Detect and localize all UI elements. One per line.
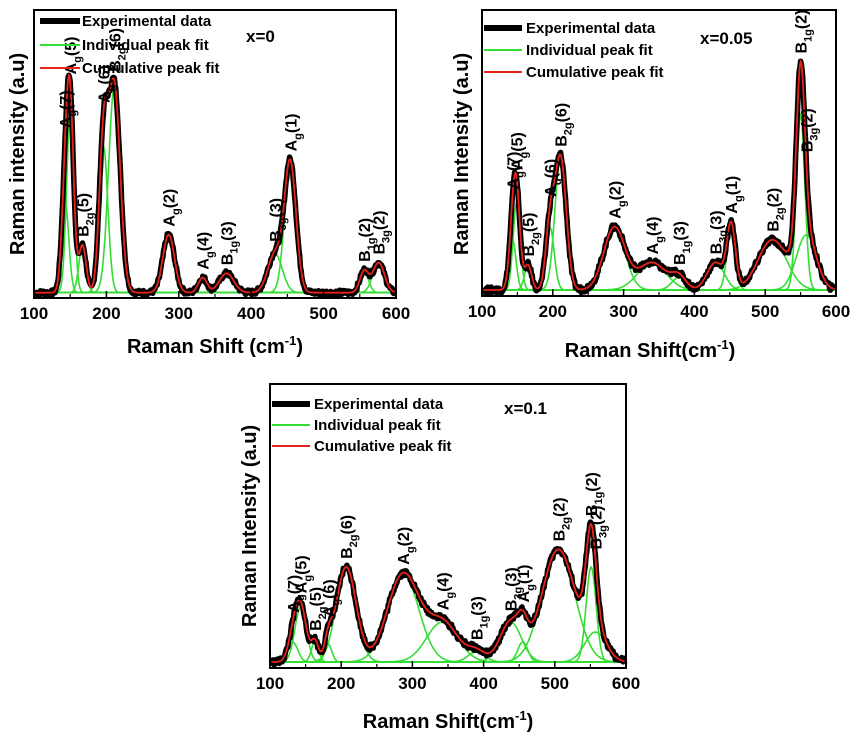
mode-label-8: B3g(3): [709, 210, 730, 254]
x-axis-title: Raman Shift(cm-1): [363, 708, 533, 733]
x-axis-title: Raman Shift(cm-1): [565, 337, 735, 362]
x-tick-label: 400: [680, 302, 708, 321]
mode-label-3: Ag(6): [321, 579, 342, 617]
mode-label-4: B2g(6): [554, 103, 575, 147]
cumulative-peak-fit-line: [483, 58, 835, 291]
x-tick-label: 200: [327, 674, 355, 693]
x-tick-label: 500: [751, 302, 779, 321]
mode-label-9: Ag(1): [516, 565, 537, 603]
mode-label-3: Ag(6): [97, 65, 118, 103]
legend-label-experimental: Experimental data: [526, 20, 656, 37]
x-tick-label: 400: [469, 674, 497, 693]
mode-label-11: B1g(2): [794, 10, 815, 54]
cumulative-peak-fit-line: [271, 522, 625, 663]
mode-label-5: Ag(2): [162, 189, 183, 227]
mode-label-6: Ag(4): [196, 232, 217, 270]
mode-label-2: B2g(5): [76, 193, 97, 237]
y-axis-title: Raman Intensity (a.u): [239, 425, 261, 627]
individual-peak-fit-12: [271, 631, 625, 663]
plot-frame: [269, 383, 627, 669]
mode-label-0: Ag(7): [505, 152, 526, 190]
legend: Experimental data Individual peak fit Cu…: [484, 20, 664, 81]
mode-label-10: B2g(2): [765, 188, 786, 232]
mode-label-0: Ag(7): [58, 90, 79, 128]
x-tick-label: 400: [237, 304, 265, 323]
mode-label-5: Ag(2): [607, 181, 628, 219]
mode-label-12: B3g(2): [588, 506, 609, 550]
mode-label-9: Ag(1): [283, 114, 304, 152]
x-tick-label: 100: [468, 302, 496, 321]
mode-label-1: Ag(5): [510, 132, 531, 170]
mode-label-11: B3g(2): [372, 211, 393, 255]
x-axis-title: Raman Shift (cm-1): [127, 333, 303, 358]
individual-peak-fit-4: [35, 84, 395, 294]
mode-label-12: B3g(2): [799, 108, 820, 152]
mode-label-7: B1g(3): [220, 221, 241, 265]
legend-label-cumulative: Cumulative peak fit: [82, 60, 220, 77]
x-tick-label: 200: [539, 302, 567, 321]
x-tick-label: 600: [822, 302, 850, 321]
legend-label-individual: Individual peak fit: [526, 42, 653, 59]
individual-peak-fit-12: [483, 234, 835, 291]
legend: Experimental data Individual peak fit Cu…: [272, 396, 452, 455]
x-tick-label: 600: [382, 304, 410, 323]
mode-label-7: B1g(3): [672, 221, 693, 265]
mode-label-0: Ag(7): [286, 575, 307, 613]
mode-label-3: Ag(6): [543, 159, 564, 197]
mode-label-6: Ag(4): [435, 572, 456, 610]
x-tick-label: 600: [612, 674, 640, 693]
mode-label-7: B1g(3): [470, 596, 491, 640]
experimental-data-line: [480, 58, 838, 296]
x-tick-label: 300: [165, 304, 193, 323]
mode-label-6: Ag(4): [645, 217, 666, 255]
mode-label-2: B2g(5): [521, 213, 542, 257]
legend-label-individual: Individual peak fit: [82, 37, 209, 54]
x-tick-label: 300: [398, 674, 426, 693]
mode-label-2: B2g(5): [308, 587, 329, 631]
mode-label-11: B1g(2): [584, 472, 605, 516]
plot-frame: [481, 9, 837, 297]
legend-label-experimental: Experimental data: [314, 396, 444, 413]
mode-label-10: B1g(2): [357, 218, 378, 262]
composition-label: x=0: [246, 27, 275, 46]
legend-label-experimental: Experimental data: [82, 13, 212, 30]
x-tick-label: 300: [609, 302, 637, 321]
cumulative-peak-fit-line: [35, 73, 395, 294]
legend-label-cumulative: Cumulative peak fit: [314, 438, 452, 455]
mode-label-5: Ag(2): [396, 527, 417, 565]
mode-label-4: B2g(6): [339, 515, 360, 559]
composition-label: x=0.1: [504, 399, 547, 418]
mode-label-10: B2g(2): [551, 497, 572, 541]
panel-x0: Ag(7)Ag(5)B2g(5)Ag(6)B2g(6)Ag(2)Ag(4)B1g…: [7, 9, 410, 358]
panel-x01: Ag(7)Ag(5)B2g(5)Ag(6) B2g(6) Ag(2) Ag(4) B1g…: [239, 383, 640, 733]
plot-frame: [33, 9, 397, 299]
y-axis-title: Raman intensity (a.u): [7, 53, 29, 255]
x-tick-label: 100: [20, 304, 48, 323]
legend: Experimental data Individual peak fit Cu…: [40, 13, 220, 77]
x-tick-label: 500: [541, 674, 569, 693]
mode-label-1: Ag(5): [294, 555, 315, 593]
panel-x005: Ag(7)Ag(5) B2g(5)Ag(6) B2g(6) Ag(2) Ag(4) B1g…: [451, 9, 850, 362]
legend-label-individual: Individual peak fit: [314, 417, 441, 434]
y-axis-title: Raman Intensity (a.u): [451, 53, 473, 255]
mode-label-9: Ag(1): [724, 176, 745, 214]
mode-label-8: B3g(3): [504, 567, 525, 611]
experimental-data-line: [33, 72, 398, 299]
composition-label: x=0.05: [700, 29, 752, 48]
x-tick-label: 500: [309, 304, 337, 323]
mode-label-8: B3g(3): [268, 198, 289, 242]
x-tick-label: 200: [92, 304, 120, 323]
mode-label-4: B2g(6): [107, 28, 128, 72]
legend-label-cumulative: Cumulative peak fit: [526, 64, 664, 81]
x-tick-label: 100: [256, 674, 284, 693]
